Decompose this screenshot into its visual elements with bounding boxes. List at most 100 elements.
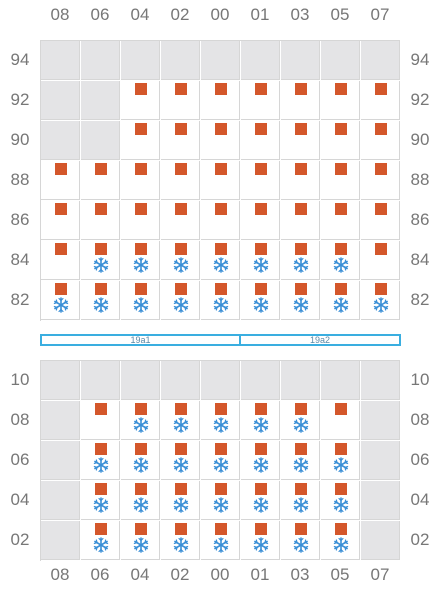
seat-cell[interactable]	[241, 201, 280, 240]
seat-cell[interactable]	[281, 81, 320, 120]
blocked-cell	[241, 41, 280, 80]
seat-cell[interactable]	[321, 401, 360, 440]
seat-cell[interactable]	[201, 121, 240, 160]
seat-cell[interactable]	[41, 161, 80, 200]
column-label: 02	[170, 5, 190, 24]
seat-cell[interactable]	[81, 441, 120, 480]
seat-cell[interactable]	[361, 201, 400, 240]
seat-cell[interactable]	[241, 241, 280, 280]
zone-19a2[interactable]: 19a2	[239, 334, 401, 346]
seat-cell[interactable]	[161, 81, 200, 120]
seat-cell[interactable]	[321, 281, 360, 320]
seat-cell[interactable]	[161, 201, 200, 240]
seat-cell[interactable]	[121, 281, 160, 320]
seat-cell[interactable]	[281, 161, 320, 200]
seat-cell[interactable]	[321, 81, 360, 120]
seat-cell[interactable]	[121, 121, 160, 160]
seat-cell[interactable]	[121, 481, 160, 520]
seat-cell[interactable]	[321, 201, 360, 240]
seat-cell[interactable]	[281, 481, 320, 520]
seat-cell[interactable]	[281, 281, 320, 320]
seat-cell[interactable]	[321, 441, 360, 480]
square-icon	[255, 403, 267, 415]
seat-cell[interactable]	[241, 521, 280, 560]
seat-cell[interactable]	[161, 241, 200, 280]
square-icon	[55, 203, 67, 215]
seat-cell[interactable]	[81, 521, 120, 560]
seat-cell[interactable]	[121, 441, 160, 480]
seat-cell[interactable]	[81, 481, 120, 520]
seat-cell[interactable]	[281, 241, 320, 280]
seat-cell[interactable]	[121, 161, 160, 200]
seat-cell[interactable]	[161, 161, 200, 200]
seat-cell[interactable]	[81, 401, 120, 440]
seat-cell[interactable]	[321, 161, 360, 200]
snowflake-icon	[133, 457, 149, 473]
seat-cell[interactable]	[241, 121, 280, 160]
seat-cell[interactable]	[241, 161, 280, 200]
seat-cell[interactable]	[81, 281, 120, 320]
seat-cell[interactable]	[161, 121, 200, 160]
square-icon	[255, 123, 267, 135]
seat-cell[interactable]	[201, 281, 240, 320]
seat-cell[interactable]	[281, 521, 320, 560]
row-label-right: 90	[410, 130, 430, 149]
square-icon	[335, 523, 347, 535]
seat-cell[interactable]	[41, 201, 80, 240]
seat-cell[interactable]	[201, 441, 240, 480]
seat-cell[interactable]	[161, 521, 200, 560]
seat-cell[interactable]	[41, 281, 80, 320]
seat-cell[interactable]	[121, 201, 160, 240]
blocked-cell	[121, 41, 160, 80]
seat-cell[interactable]	[41, 241, 80, 280]
seat-cell[interactable]	[201, 201, 240, 240]
seat-cell[interactable]	[321, 481, 360, 520]
seat-cell[interactable]	[201, 81, 240, 120]
seat-cell[interactable]	[361, 121, 400, 160]
seat-cell[interactable]	[241, 81, 280, 120]
seat-cell[interactable]	[361, 161, 400, 200]
square-icon	[255, 83, 267, 95]
square-icon	[295, 83, 307, 95]
seat-cell[interactable]	[321, 241, 360, 280]
seat-cell[interactable]	[81, 201, 120, 240]
seat-cell[interactable]	[81, 241, 120, 280]
seat-cell[interactable]	[201, 161, 240, 200]
seat-cell[interactable]	[161, 441, 200, 480]
seat-cell[interactable]	[161, 401, 200, 440]
seat-cell[interactable]	[241, 401, 280, 440]
seat-cell[interactable]	[201, 521, 240, 560]
seat-cell[interactable]	[241, 281, 280, 320]
square-icon	[295, 483, 307, 495]
seat-cell[interactable]	[281, 441, 320, 480]
seat-cell[interactable]	[361, 241, 400, 280]
seat-grid-bottom	[40, 360, 400, 561]
seat-cell[interactable]	[161, 481, 200, 520]
zone-19a1[interactable]: 19a1	[40, 334, 241, 346]
seat-cell[interactable]	[281, 121, 320, 160]
seat-cell[interactable]	[361, 281, 400, 320]
seat-cell[interactable]	[201, 401, 240, 440]
square-icon	[295, 243, 307, 255]
square-icon	[295, 203, 307, 215]
seat-cell[interactable]	[201, 241, 240, 280]
row-label-left: 92	[10, 90, 30, 109]
seat-cell[interactable]	[81, 161, 120, 200]
seat-cell[interactable]	[161, 281, 200, 320]
snowflake-icon	[213, 537, 229, 553]
square-icon	[215, 123, 227, 135]
seat-cell[interactable]	[361, 81, 400, 120]
seat-cell[interactable]	[281, 401, 320, 440]
seat-cell[interactable]	[241, 481, 280, 520]
seat-cell[interactable]	[321, 521, 360, 560]
square-icon	[135, 443, 147, 455]
seat-cell[interactable]	[121, 521, 160, 560]
row-label-left: 10	[10, 370, 30, 389]
seat-cell[interactable]	[321, 121, 360, 160]
seat-cell[interactable]	[121, 241, 160, 280]
seat-cell[interactable]	[281, 201, 320, 240]
seat-cell[interactable]	[121, 401, 160, 440]
seat-cell[interactable]	[241, 441, 280, 480]
seat-cell[interactable]	[201, 481, 240, 520]
seat-cell[interactable]	[121, 81, 160, 120]
